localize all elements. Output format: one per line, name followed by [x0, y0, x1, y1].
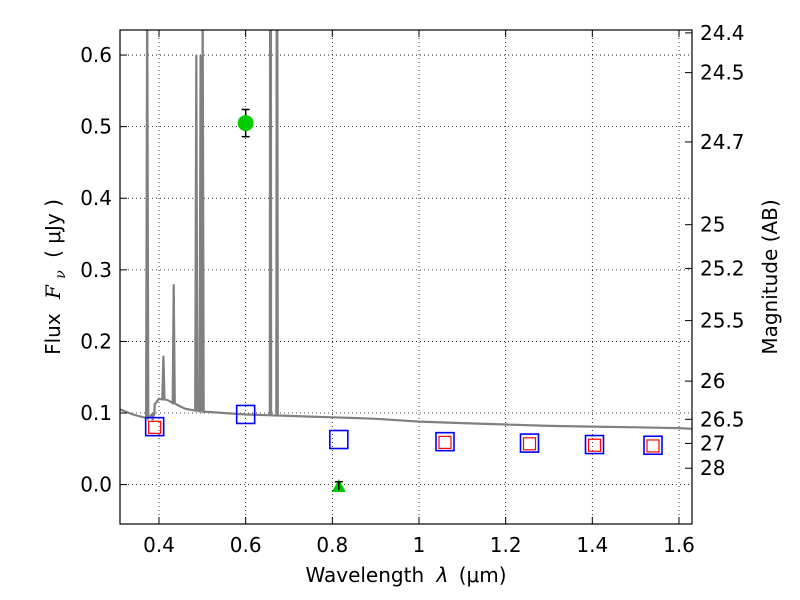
magnitude-tick-label: 28: [700, 456, 725, 480]
model-photometry-square: [519, 433, 540, 453]
x-tick-label: 0.8: [316, 533, 348, 557]
plot-frame: [119, 29, 693, 525]
x-tick-label: 1.4: [576, 533, 608, 557]
model-spectrum-line: [120, 30, 692, 430]
x-axis-title-unit: (μm): [459, 563, 507, 587]
magnitude-tick-label: 24.4: [700, 21, 745, 45]
observed-photometry-square: [587, 438, 602, 452]
y-axis-title-symbol: F: [41, 284, 65, 300]
y-tick-label: 0.2: [80, 329, 112, 353]
x-tick-label: 0.6: [230, 533, 262, 557]
y-tick-label: 0.0: [80, 473, 112, 497]
y-axis-title: Flux F ν ( μJy ): [41, 199, 70, 355]
model-photometry-square: [643, 435, 663, 456]
x-axis-title-text: Wavelength: [305, 563, 424, 587]
observed-photometry-square: [148, 420, 162, 434]
y-tick-label: 0.5: [80, 115, 112, 139]
y-tick-label: 0.3: [80, 258, 112, 282]
detection-point: [237, 115, 254, 132]
y-tick-label: 0.1: [80, 401, 112, 425]
model-photometry-square: [235, 404, 256, 425]
observed-photometry-square: [522, 437, 537, 451]
y-tick-label: 0.4: [80, 186, 112, 210]
magnitude-tick-label: 24.5: [700, 61, 745, 85]
x-axis-title-symbol: λ: [436, 563, 449, 587]
y-axis-title-unit: ( μJy ): [41, 199, 65, 258]
y-axis-title-text: Flux: [41, 313, 65, 355]
x-tick-label: 0.4: [143, 533, 175, 557]
magnitude-tick-label: 25: [700, 213, 725, 237]
model-photometry-square: [144, 416, 165, 437]
magnitude-tick-label: 24.7: [700, 130, 745, 154]
grid: [120, 30, 692, 524]
magnitude-axis-title: Magnitude (AB): [758, 199, 782, 354]
magnitude-tick-label: 26: [700, 369, 725, 393]
y-axis-title-subscript: ν: [53, 270, 69, 279]
observed-photometry-square: [646, 439, 660, 453]
x-tick-label: 1.2: [490, 533, 522, 557]
model-photometry-square: [584, 434, 605, 455]
model-photometry-square: [435, 431, 455, 452]
magnitude-tick-label: 27: [700, 431, 725, 455]
model-spectrum-layer: [120, 30, 692, 430]
x-axis: 0.4 0.6 0.8 1 1.2 1.4 1.6: [143, 30, 695, 557]
observed-photometry-square: [438, 435, 452, 449]
photometry-layer: [144, 108, 663, 493]
y-tick-label: 0.6: [80, 43, 112, 67]
magnitude-tick-label: 26.5: [700, 407, 745, 431]
x-axis-title: Wavelength λ (μm): [305, 563, 506, 587]
y-axis: 0.0 0.1 0.2 0.3 0.4 0.5 0.6: [80, 43, 127, 497]
x-tick-label: 1: [413, 533, 426, 557]
magnitude-tick-label: 25.5: [700, 309, 745, 333]
magnitude-tick-label: 25.2: [700, 256, 745, 280]
x-tick-label: 1.6: [663, 533, 695, 557]
model-photometry-square: [329, 429, 349, 450]
